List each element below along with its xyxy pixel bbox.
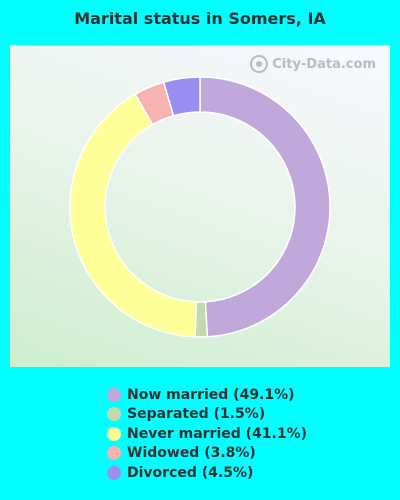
legend-item: Separated (1.5%) — [107, 405, 307, 425]
legend-swatch-icon — [107, 465, 121, 480]
donut-slice-2 — [69, 93, 198, 338]
legend-label: Now married (49.1%) — [127, 386, 295, 403]
city-data-logo-icon — [250, 55, 269, 73]
chart-legend: Now married (49.1%) Separated (1.5%) Never… — [107, 385, 307, 483]
legend-label: Widowed (3.8%) — [127, 445, 256, 462]
legend-label: Divorced (4.5%) — [127, 464, 254, 481]
plot-area: City-Data.com — [10, 45, 390, 367]
donut-slice-4 — [162, 76, 201, 117]
watermark-text: City-Data.com — [272, 56, 376, 72]
legend-item: Never married (41.1%) — [107, 424, 307, 444]
donut-chart — [69, 76, 331, 338]
legend-swatch-icon — [107, 407, 121, 422]
legend-swatch-icon — [107, 446, 121, 461]
chart-title: Marital status in Somers, IA — [74, 9, 326, 28]
donut-slice-0 — [199, 76, 331, 338]
legend-swatch-icon — [107, 387, 121, 402]
legend-swatch-icon — [107, 426, 121, 441]
legend-item: Divorced (4.5%) — [107, 463, 307, 483]
legend-item: Widowed (3.8%) — [107, 444, 307, 464]
legend-label: Separated (1.5%) — [127, 406, 266, 423]
legend-label: Never married (41.1%) — [127, 425, 308, 442]
legend-item: Now married (49.1%) — [107, 385, 307, 405]
watermark: City-Data.com — [250, 55, 376, 73]
